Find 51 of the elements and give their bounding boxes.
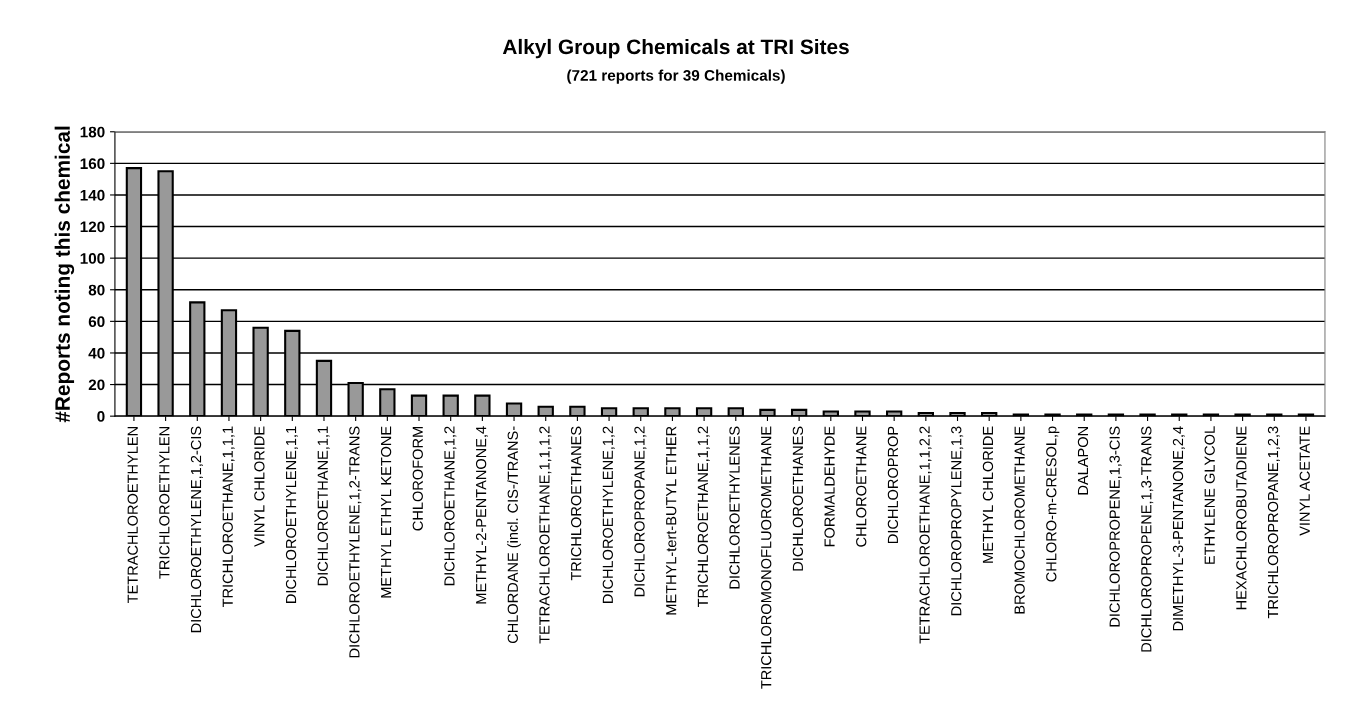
y-tick-label: 140 (80, 189, 105, 201)
x-tick-label: ETHYLENE GLYCOL (1204, 426, 1215, 564)
x-tick-label: VINYL ACETATE (1299, 426, 1310, 536)
x-tick-label: DICHLOROETHYLENE,1,1 (285, 426, 298, 603)
x-tick-label: TRICHLOROETHANES (570, 426, 582, 581)
y-tick-label: 0 (97, 411, 105, 422)
x-tick-label: DALAPON (1077, 427, 1089, 495)
chart-subtitle: (721 reports for 39 Chemicals) (567, 69, 785, 84)
y-tick-label: 80 (88, 284, 105, 296)
y-tick-label: 160 (80, 158, 105, 170)
x-tick-label: FORMALDEHYDE (824, 426, 835, 547)
x-tick-label: DICHLOROPROPYLENE,1,3 (951, 426, 964, 616)
x-tick-label: DIMETHYL-3-PENTANONE,2,4 (1172, 426, 1185, 631)
x-tick-label: VINYL CHLORIDE (254, 426, 265, 547)
x-tick-label: TRICHLOROETHYLEN (159, 427, 170, 579)
x-tick-label: DICHLOROPROPENE,1,3-TRANS (1141, 426, 1154, 652)
x-tick-label: CHLORDANE (incl. CIS-/TRANS- (507, 426, 521, 644)
chart-title: Alkyl Group Chemicals at TRI Sites (502, 38, 849, 59)
x-tick-label: TRICHLOROETHANE,1,1,2 (697, 426, 710, 608)
x-tick-label: METHYL CHLORIDE (982, 426, 994, 563)
x-tick-label: DICHLOROETHYLENES (729, 426, 740, 589)
x-tick-label: TRICHLOROETHANE,1,1,1 (222, 426, 235, 608)
x-tick-label: TETRACHLOROETHANE,1,1,2,2 (919, 426, 932, 644)
x-tick-label: DICHLOROPROP (887, 426, 899, 543)
x-tick-label: DICHLOROETHANE,1,2 (444, 426, 457, 586)
x-tick-label: CHLORO-m-CRESOL,p (1046, 426, 1060, 582)
x-tick-label: METHYL-tert-BUTYL ETHER (666, 426, 677, 615)
x-tick-label: DICHLOROPROPENE,1,3-CIS (1109, 426, 1122, 627)
y-tick-label: 20 (88, 379, 105, 391)
x-tick-label: CHLOROETHANE (856, 426, 867, 547)
x-tick-label: HEXACHLOROBUTADIENE (1236, 426, 1247, 610)
x-tick-label: TRICHLOROMONOFLUOROMETHANE (761, 426, 772, 689)
x-tick-label: DICHLOROETHYLENE,1,2-CIS (190, 426, 203, 633)
y-axis-title: #Reports noting this chemical (54, 126, 75, 423)
x-tick-label: TRICHLOROPROPANE,1,2,3 (1267, 426, 1280, 619)
x-tick-label: TETRACHLOROETHYLEN (127, 427, 138, 604)
x-tick-label: DICHLOROETHYLENE,1,2 (602, 426, 615, 603)
y-tick-label: 120 (80, 221, 105, 233)
x-tick-label: CHLOROFORM (412, 427, 423, 531)
x-tick-label: METHYL ETHYL KETONE (380, 426, 392, 598)
x-tick-label: DICHLOROETHANE,1,1 (317, 426, 330, 586)
x-tick-label: DICHLOROETHANES (792, 426, 804, 571)
y-tick-label: 100 (80, 253, 105, 264)
x-tick-label: METHYL-2-PENTANONE,4 (475, 426, 488, 604)
y-tick-label: 60 (88, 316, 105, 328)
x-tick-label: DICHLOROPROPANE,1,2 (634, 426, 647, 597)
x-tick-label: TETRACHLOROETHANE,1,1,1,2 (539, 426, 552, 644)
x-tick-label: BROMOCHLOROMETHANE (1014, 426, 1025, 614)
y-tick-label: 180 (80, 126, 105, 138)
x-tick-label: DICHLOROETHYLENE,1,2-TRANS (349, 426, 362, 658)
y-tick-label: 40 (88, 347, 105, 359)
